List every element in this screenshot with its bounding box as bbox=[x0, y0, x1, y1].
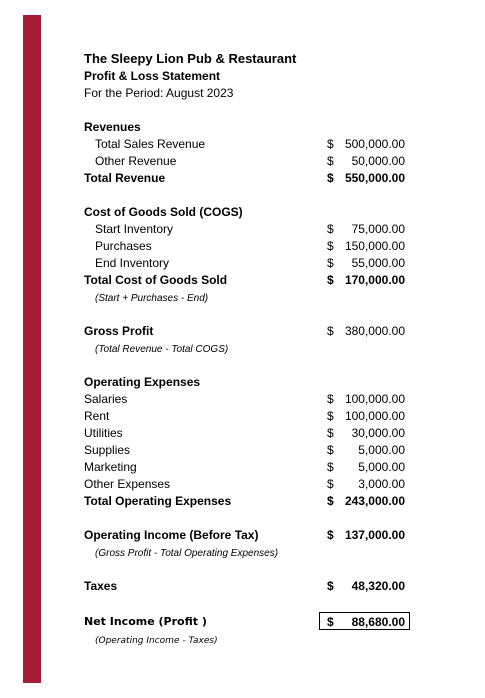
total-cogs-label: Total Cost of Goods Sold bbox=[84, 273, 228, 287]
amount-value: 48,320.00 bbox=[351, 579, 405, 593]
amount-value: 30,000.00 bbox=[351, 426, 405, 440]
statement-period: For the Period: August 2023 bbox=[84, 86, 234, 100]
currency-symbol: $ bbox=[327, 171, 334, 185]
company-name: The Sleepy Lion Pub & Restaurant bbox=[84, 51, 297, 66]
statement-title: Profit & Loss Statement bbox=[84, 69, 221, 83]
currency-symbol: $ bbox=[327, 409, 334, 423]
gross-profit-label: Gross Profit bbox=[84, 324, 154, 338]
line-item-label: Purchases bbox=[95, 239, 152, 253]
operating-income-label: Operating Income (Before Tax) bbox=[84, 528, 259, 542]
line-item-label: Supplies bbox=[84, 443, 131, 457]
line-item-label: Start Inventory bbox=[95, 222, 174, 236]
amount-value: 380,000.00 bbox=[344, 324, 405, 338]
currency-symbol: $ bbox=[327, 615, 334, 629]
amount-value: 55,000.00 bbox=[351, 256, 405, 270]
line-item-label: Salaries bbox=[84, 392, 128, 406]
amount-value: 100,000.00 bbox=[344, 392, 405, 406]
currency-symbol: $ bbox=[327, 137, 334, 151]
amount-value: 500,000.00 bbox=[344, 137, 405, 151]
amount-value: 5,000.00 bbox=[358, 460, 405, 474]
currency-symbol: $ bbox=[327, 460, 334, 474]
line-item-label: Marketing bbox=[84, 460, 137, 474]
revenues-heading: Revenues bbox=[84, 120, 141, 134]
formula-note: (Operating Income - Taxes) bbox=[95, 636, 218, 646]
net-income-box bbox=[319, 612, 410, 630]
line-item-label: Other Revenue bbox=[95, 154, 177, 168]
accent-band bbox=[23, 15, 41, 683]
line-item-label: End Inventory bbox=[95, 256, 170, 270]
amount-value: 75,000.00 bbox=[351, 222, 405, 236]
net-income-label: Net Income (Profit ) bbox=[84, 615, 207, 628]
line-item-label: Other Expenses bbox=[84, 477, 171, 491]
formula-note: (Total Revenue - Total COGS) bbox=[95, 344, 229, 355]
amount-value: 137,000.00 bbox=[344, 528, 405, 542]
opex-heading: Operating Expenses bbox=[84, 375, 201, 389]
cogs-heading: Cost of Goods Sold (COGS) bbox=[84, 205, 243, 219]
formula-note: (Gross Profit - Total Operating Expenses… bbox=[95, 548, 279, 559]
formula-note: (Start + Purchases - End) bbox=[95, 293, 209, 304]
total-opex-label: Total Operating Expenses bbox=[84, 494, 232, 508]
line-item-label: Rent bbox=[84, 409, 110, 423]
currency-symbol: $ bbox=[327, 477, 334, 491]
amount-value: 88,680.00 bbox=[351, 615, 405, 629]
currency-symbol: $ bbox=[327, 324, 334, 338]
amount-value: 150,000.00 bbox=[344, 239, 405, 253]
amount-value: 243,000.00 bbox=[344, 494, 405, 508]
line-item-label: Total Sales Revenue bbox=[95, 137, 206, 151]
amount-value: 550,000.00 bbox=[344, 171, 405, 185]
currency-symbol: $ bbox=[327, 579, 334, 593]
currency-symbol: $ bbox=[327, 222, 334, 236]
currency-symbol: $ bbox=[327, 528, 334, 542]
taxes-label: Taxes bbox=[84, 579, 118, 593]
total-revenue-label: Total Revenue bbox=[84, 171, 166, 185]
amount-value: 3,000.00 bbox=[358, 477, 405, 491]
currency-symbol: $ bbox=[327, 494, 334, 508]
currency-symbol: $ bbox=[327, 426, 334, 440]
amount-value: 100,000.00 bbox=[344, 409, 405, 423]
amount-value: 170,000.00 bbox=[344, 273, 405, 287]
amount-value: 50,000.00 bbox=[351, 154, 405, 168]
currency-symbol: $ bbox=[327, 392, 334, 406]
currency-symbol: $ bbox=[327, 443, 334, 457]
currency-symbol: $ bbox=[327, 154, 334, 168]
line-item-label: Utilities bbox=[84, 426, 123, 440]
currency-symbol: $ bbox=[327, 239, 334, 253]
currency-symbol: $ bbox=[327, 273, 334, 287]
currency-symbol: $ bbox=[327, 256, 334, 270]
amount-value: 5,000.00 bbox=[358, 443, 405, 457]
